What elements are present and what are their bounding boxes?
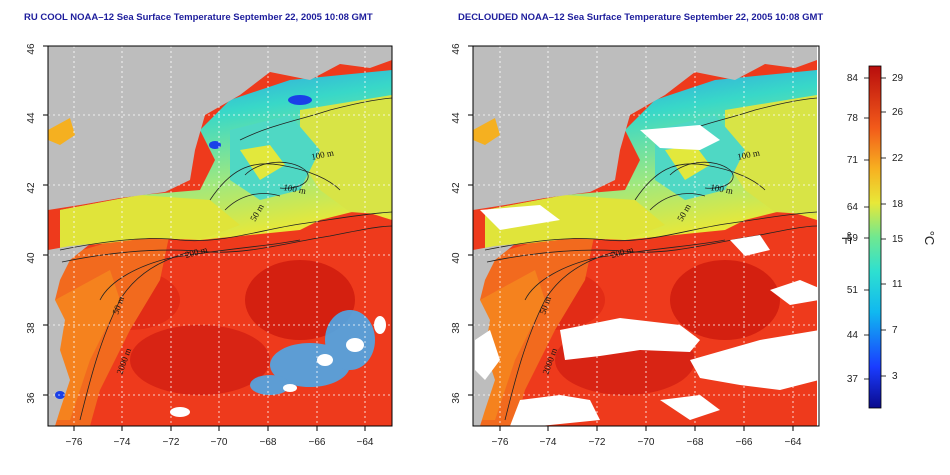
lat-tick-label: 42 <box>26 182 37 194</box>
lon-tick-label: −64 <box>785 437 802 448</box>
colorbar-f-tick: 51 <box>847 285 859 296</box>
lon-tick-label: −70 <box>211 437 228 448</box>
lat-tick-label: 40 <box>451 252 462 264</box>
lon-tick-label: −68 <box>260 437 277 448</box>
lon-tick-label: −64 <box>357 437 374 448</box>
contour-label: 100 m <box>710 182 734 196</box>
lat-tick-label: 44 <box>26 112 37 124</box>
lat-tick-label: 40 <box>26 252 37 264</box>
panel-2-map[interactable] <box>473 46 820 426</box>
colorbar-celsius-label: °C <box>922 231 937 246</box>
lon-tick-label: −68 <box>687 437 704 448</box>
contour-label: 100 m <box>736 147 760 162</box>
colorbar-f-tick: 84 <box>847 73 859 84</box>
colorbar <box>868 65 882 409</box>
colorbar-c-tick: 11 <box>892 279 903 290</box>
panel-1-map[interactable] <box>48 46 392 426</box>
colorbar-c-tick: 22 <box>892 153 904 164</box>
lon-tick-label: −70 <box>638 437 655 448</box>
colorbar-f-tick: 37 <box>847 374 859 385</box>
colorbar-f-tick: 78 <box>847 113 859 124</box>
colorbar-f-tick: 71 <box>847 155 859 166</box>
lat-tick-label: 46 <box>26 43 37 55</box>
colorbar-f-tick: 44 <box>847 330 859 341</box>
lon-tick-label: −72 <box>589 437 606 448</box>
lat-tick-label: 36 <box>451 392 462 404</box>
panel-1-frame <box>47 45 393 427</box>
lon-tick-label: −76 <box>66 437 83 448</box>
colorbar-fahrenheit-label: °F <box>839 231 854 244</box>
lat-tick-label: 38 <box>451 322 462 334</box>
lat-tick-label: 46 <box>451 43 462 55</box>
panel-2-title: DECLOUDED NOAA–12 Sea Surface Temperatur… <box>458 12 824 23</box>
panel-1-title: RU COOL NOAA–12 Sea Surface Temperature … <box>24 12 373 23</box>
colorbar-f-tick: 59 <box>847 233 859 244</box>
contour-label: 100 m <box>310 147 334 162</box>
lon-tick-label: −66 <box>309 437 326 448</box>
lat-tick-label: 38 <box>26 322 37 334</box>
lon-tick-label: −76 <box>492 437 509 448</box>
lon-tick-label: −74 <box>540 437 557 448</box>
colorbar-c-tick: 29 <box>892 73 904 84</box>
contour-label: 100 m <box>283 182 307 196</box>
colorbar-f-tick: 64 <box>847 202 859 213</box>
colorbar-c-tick: 7 <box>892 325 898 336</box>
lon-tick-label: −72 <box>163 437 180 448</box>
colorbar-c-tick: 26 <box>892 107 904 118</box>
colorbar-c-tick: 3 <box>892 371 898 382</box>
lat-tick-label: 42 <box>451 182 462 194</box>
lon-tick-label: −74 <box>114 437 131 448</box>
colorbar-c-tick: 15 <box>892 234 904 245</box>
lat-tick-label: 44 <box>451 112 462 124</box>
grid <box>48 46 819 426</box>
lat-tick-label: 36 <box>26 392 37 404</box>
colorbar-c-tick: 18 <box>892 199 904 210</box>
lon-tick-label: −66 <box>736 437 753 448</box>
